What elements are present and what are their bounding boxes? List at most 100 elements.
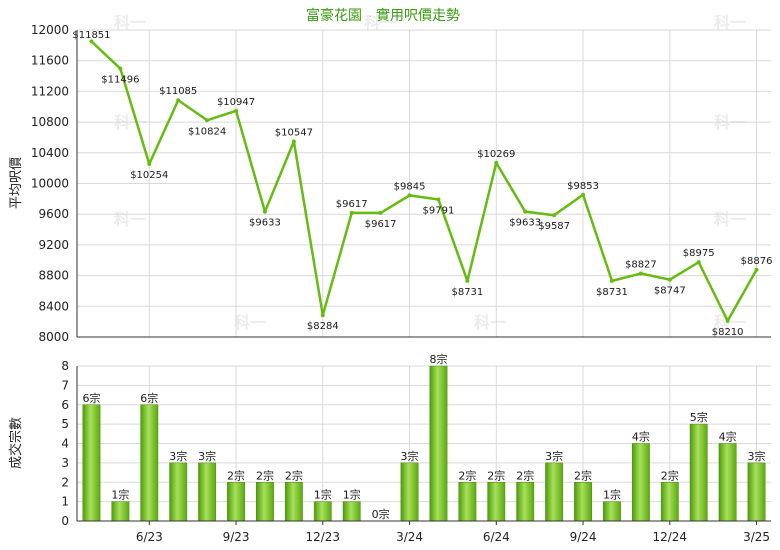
price-data-label: $10824 — [188, 126, 226, 137]
volume-data-label: 3宗 — [401, 449, 419, 463]
price-axes — [76, 30, 771, 338]
price-y-tick: 8400 — [38, 299, 69, 313]
price-point — [436, 197, 441, 202]
volume-data-label: 2宗 — [487, 468, 505, 482]
x-tick-label: 3/25 — [743, 530, 770, 544]
volume-bar — [169, 462, 188, 522]
price-point — [465, 278, 470, 283]
volume-y-tick: 6 — [61, 398, 69, 412]
volume-bar — [516, 482, 535, 522]
price-data-label: $8975 — [683, 248, 715, 259]
volume-y-tick: 3 — [61, 456, 69, 470]
price-point — [349, 210, 354, 215]
volume-bar — [313, 501, 332, 522]
price-data-label: $10947 — [217, 97, 255, 108]
price-point — [291, 139, 296, 144]
price-y-tick: 11600 — [31, 54, 69, 68]
x-tick-label: 12/23 — [305, 530, 340, 544]
price-point — [696, 260, 701, 265]
price-data-label: $9791 — [423, 206, 455, 217]
price-point — [494, 160, 499, 165]
price-y-tick: 12000 — [31, 23, 69, 37]
volume-data-label: 3宗 — [169, 449, 187, 463]
price-data-label: $8284 — [307, 321, 339, 332]
price-data-label: $9633 — [249, 218, 281, 229]
volume-bars — [82, 365, 766, 522]
volume-axes — [76, 366, 771, 522]
volume-bar — [140, 404, 159, 522]
price-y-tick: 8800 — [38, 269, 69, 283]
x-tick-label: 12/24 — [652, 530, 687, 544]
price-data-label: $11851 — [72, 30, 110, 41]
price-point — [89, 39, 94, 44]
volume-data-label: 1宗 — [343, 488, 361, 502]
price-point — [176, 98, 181, 103]
volume-data-label: 4宗 — [632, 430, 650, 444]
volume-data-label: 2宗 — [661, 468, 679, 482]
price-y-axis-label: 平均呎價 — [9, 157, 24, 209]
price-data-label: $11496 — [101, 75, 139, 86]
price-data-label: $9617 — [365, 219, 397, 230]
volume-y-tick: 8 — [61, 359, 69, 373]
price-point — [552, 213, 557, 218]
price-series-line — [90, 40, 758, 323]
price-point — [234, 108, 239, 113]
price-y-tick: 11200 — [31, 84, 69, 98]
volume-data-labels: 6宗 1宗 6宗 3宗 3宗 2宗 2宗 2宗 1宗 1宗 0宗 3宗 8宗 2宗 2宗 2宗 3宗 2宗 1宗 4宗… — [82, 352, 765, 521]
volume-bar — [458, 482, 477, 522]
price-y-tick: 10000 — [31, 177, 69, 191]
x-tick-label: 9/24 — [570, 530, 597, 544]
volume-bar — [660, 482, 679, 522]
watermark-text: 科一 — [714, 210, 746, 229]
price-point — [523, 209, 528, 214]
watermark-text: 科一 — [474, 313, 506, 332]
volume-bar — [545, 462, 564, 522]
price-data-label: $9617 — [336, 199, 368, 210]
volume-bar — [111, 501, 130, 522]
price-data-label: $8747 — [654, 286, 686, 297]
watermark-text: 科一 — [234, 313, 266, 332]
volume-data-label: 5宗 — [690, 410, 708, 424]
price-point — [118, 66, 123, 71]
volume-bar — [284, 482, 303, 522]
price-data-label: $9633 — [509, 218, 541, 229]
volume-bar — [487, 482, 506, 522]
volume-data-label: 1宗 — [314, 488, 332, 502]
price-point — [667, 277, 672, 282]
volume-y-tick: 4 — [61, 437, 69, 451]
x-tick-labels: 6/23 9/23 12/23 3/24 6/24 9/24 12/24 3/25 — [136, 521, 770, 544]
volume-data-label: 1宗 — [603, 488, 621, 502]
price-point — [609, 278, 614, 283]
price-data-label: $8210 — [712, 327, 744, 338]
volume-bar — [400, 462, 419, 522]
volume-data-label: 2宗 — [227, 468, 245, 482]
price-y-tick: 9200 — [38, 238, 69, 252]
price-y-tick: 9600 — [38, 207, 69, 221]
volume-data-label: 8宗 — [429, 352, 447, 366]
volume-data-label: 3宗 — [198, 449, 216, 463]
x-tick-label: 9/23 — [223, 530, 250, 544]
volume-bar — [689, 423, 708, 522]
price-data-label: $9853 — [567, 181, 599, 192]
volume-data-label: 2宗 — [256, 468, 274, 482]
price-data-label: $10254 — [130, 170, 168, 181]
volume-data-label: 2宗 — [458, 468, 476, 482]
price-point — [262, 209, 267, 214]
volume-bar — [718, 443, 737, 522]
price-point — [205, 118, 210, 123]
price-data-label: $10269 — [477, 149, 515, 160]
volume-bar — [603, 501, 621, 522]
volume-bar — [198, 462, 217, 522]
price-data-label: $11085 — [159, 86, 197, 97]
volume-data-label: 2宗 — [516, 468, 534, 482]
price-gridlines — [77, 29, 771, 338]
volume-data-label: 3宗 — [748, 449, 766, 463]
volume-y-tick: 7 — [61, 378, 69, 392]
volume-data-label: 4宗 — [719, 430, 737, 444]
price-y-tick: 10800 — [31, 115, 69, 129]
price-y-tick: 10400 — [31, 146, 69, 160]
volume-data-label: 1宗 — [111, 488, 129, 502]
volume-y-tick: 0 — [61, 514, 69, 528]
volume-data-label: 6宗 — [140, 391, 158, 405]
volume-y-axis-label: 成交宗數 — [8, 417, 24, 469]
